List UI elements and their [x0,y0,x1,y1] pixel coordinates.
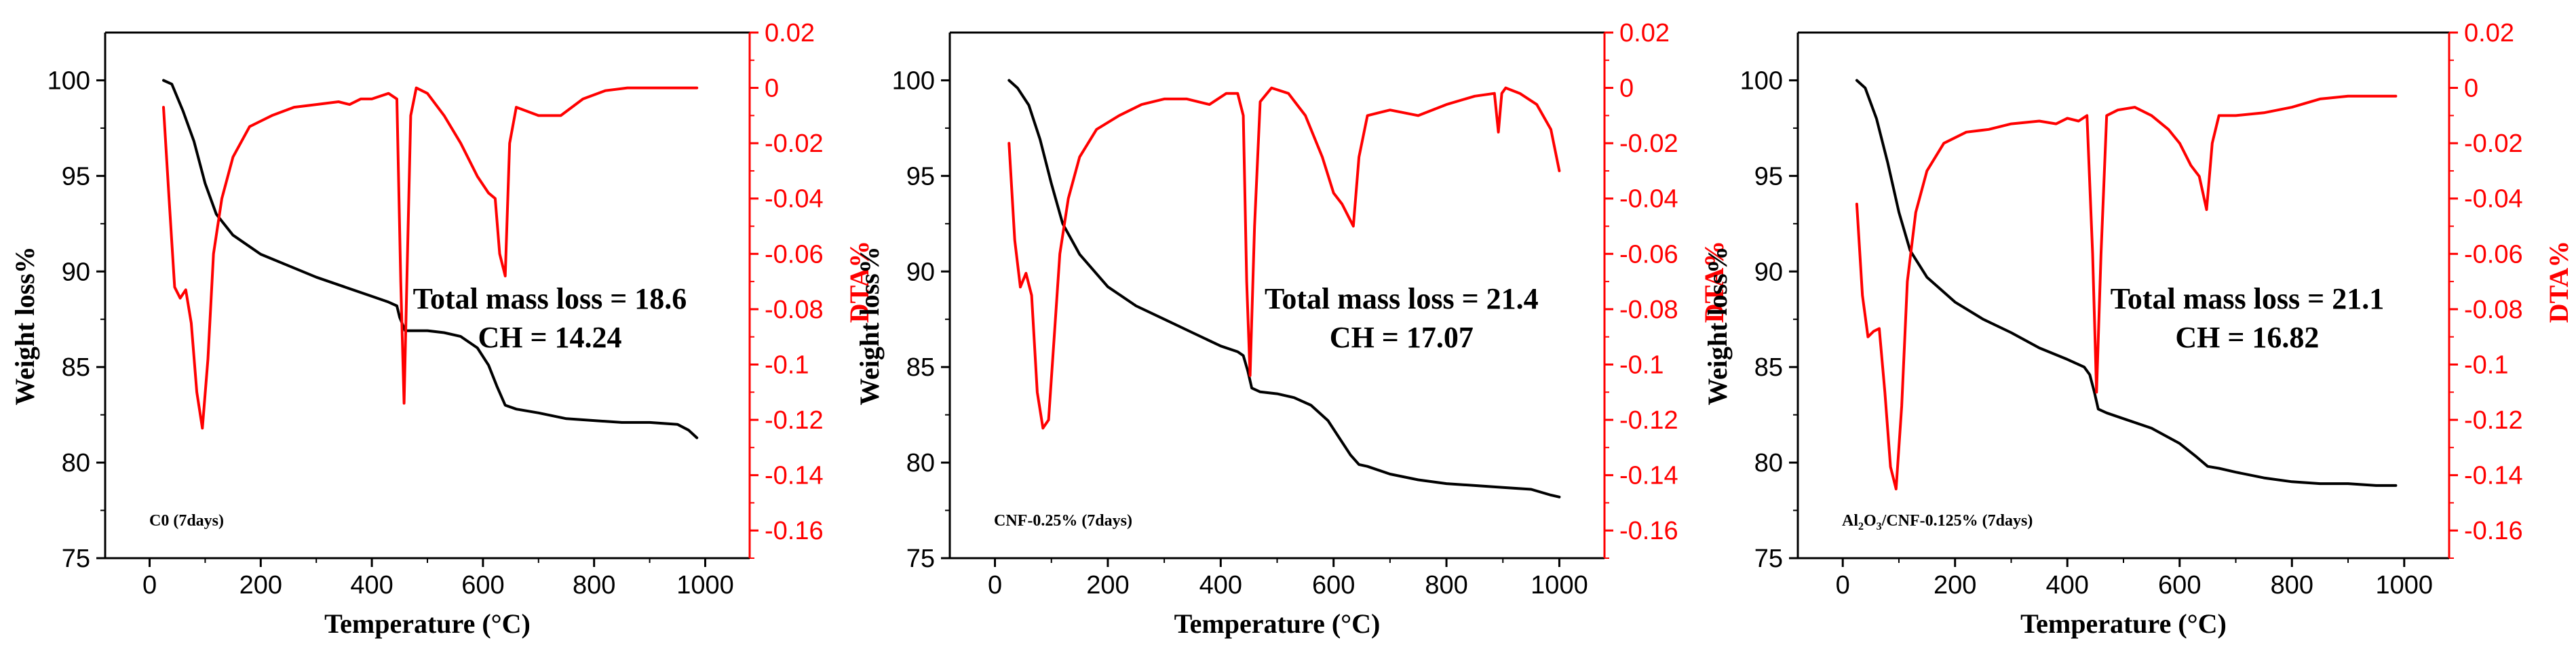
y-left-tick-label: 75 [1754,545,1783,573]
y-right-tick-label: -0.1 [2464,351,2508,379]
x-tick-label: 200 [239,571,282,600]
y-right-tick-label: 0 [2464,75,2478,103]
y-right-tick-label: -0.16 [1619,517,1678,545]
y-left-tick-label: 80 [906,449,935,477]
y-left-tick-label: 100 [47,66,90,95]
dta-series-line [162,86,699,430]
annotation-total-mass-loss: Total mass loss = 21.1 [2111,282,2385,315]
x-tick-label: 0 [142,571,157,600]
y-right-tick-label: 0 [765,75,779,103]
y-left-tick-label: 75 [906,545,935,573]
y-right-axis-title: DTA% [2543,241,2574,323]
y-right-tick-label: -0.12 [765,406,824,435]
y-right-tick-label: 0 [1619,75,1634,103]
annotation-ch: CH = 14.24 [478,321,621,354]
y-right-tick-label: 0.02 [1619,19,1670,47]
x-tick-label: 1000 [2376,571,2434,600]
y-right-tick-label: -0.02 [765,130,824,158]
x-tick-label: 800 [2271,571,2313,600]
sample-label: Al2O3/CNF-0.125% (7days) [1842,512,2033,532]
weight-loss-series-line [162,79,699,439]
y-left-tick-label: 85 [906,353,935,382]
y-right-tick-label: -0.14 [1619,462,1678,490]
y-right-tick-label: -0.14 [765,462,824,490]
y-right-tick-label: -0.16 [765,517,824,545]
y-right-tick-label: -0.1 [1619,351,1664,379]
x-tick-label: 200 [1086,571,1129,600]
x-tick-label: 1000 [1531,571,1588,600]
x-tick-label: 600 [2158,571,2201,600]
y-left-tick-label: 95 [62,162,90,191]
y-left-tick-label: 85 [62,353,90,382]
y-right-tick-label: -0.04 [765,185,824,214]
chart-panel-2: 0 200 400 600 800 1000 75 80 85 90 95 100 0.02 0 -0.02… [854,19,1729,639]
x-tick-label: 800 [1425,571,1467,600]
y-right-tick-label: -0.14 [2464,462,2523,490]
y-right-axis-title: DTA% [844,241,874,323]
y-right-tick-label: -0.06 [765,240,824,269]
y-left-tick-label: 80 [1754,449,1783,477]
y-left-tick-label: 95 [1754,162,1783,191]
y-right-tick-label: -0.12 [2464,406,2523,435]
annotation-ch: CH = 16.82 [2175,321,2319,354]
y-left-axis-title: Weight loss% [9,246,40,405]
y-right-tick-label: 0.02 [2464,19,2514,47]
x-tick-label: 600 [461,571,504,600]
y-left-tick-label: 90 [906,258,935,286]
y-right-axis-title: DTA% [1699,241,1729,323]
y-right-tick-label: -0.02 [1619,130,1678,158]
y-right-tick-label: -0.08 [2464,296,2523,324]
x-axis-title: Temperature (°C) [2020,608,2227,639]
weight-loss-series-line [1007,79,1561,498]
x-axis-title: Temperature (°C) [1174,608,1381,639]
x-axis-title: Temperature (°C) [324,608,531,639]
y-left-tick-label: 90 [62,258,90,286]
y-right-tick-label: -0.16 [2464,517,2523,545]
annotation-total-mass-loss: Total mass loss = 21.4 [1265,282,1539,315]
y-left-tick-label: 85 [1754,353,1783,382]
x-tick-label: 400 [350,571,393,600]
y-left-tick-label: 80 [62,449,90,477]
x-tick-label: 0 [988,571,1002,600]
x-tick-label: 800 [573,571,615,600]
x-tick-label: 0 [1836,571,1850,600]
annotation-ch: CH = 17.07 [1330,321,1474,354]
chart-panel-1: 0 200 400 600 800 1000 75 80 85 90 95 100 0.02 0 -0.02… [9,19,874,639]
y-left-tick-label: 75 [62,545,90,573]
y-right-tick-label: -0.02 [2464,130,2523,158]
x-tick-label: 600 [1312,571,1355,600]
y-right-tick-label: -0.08 [1619,296,1678,324]
x-tick-label: 400 [2046,571,2089,600]
sample-label: CNF-0.25% (7days) [994,512,1132,530]
weight-loss-series-line [1855,79,2398,487]
y-left-tick-label: 90 [1754,258,1783,286]
x-tick-label: 1000 [676,571,734,600]
dta-series-line [1855,94,2398,490]
y-right-tick-label: -0.1 [765,351,809,379]
y-left-axis-title: Weight loss% [1702,246,1733,405]
x-tick-label: 200 [1934,571,1976,600]
y-right-tick-label: -0.08 [765,296,824,324]
y-right-tick-label: 0.02 [765,19,815,47]
y-right-tick-label: -0.06 [2464,240,2523,269]
y-left-tick-label: 100 [892,66,935,95]
annotation-total-mass-loss: Total mass loss = 18.6 [413,282,687,315]
y-right-tick-label: -0.12 [1619,406,1678,435]
chart-panel-3: 0 200 400 600 800 1000 75 80 85 90 95 100 0.02 0 -0.02… [1702,19,2574,639]
y-left-tick-label: 95 [906,162,935,191]
dta-series-line [1007,86,1561,430]
y-left-tick-label: 100 [1740,66,1783,95]
x-tick-label: 400 [1199,571,1242,600]
y-right-tick-label: -0.04 [2464,185,2523,214]
y-right-tick-label: -0.06 [1619,240,1678,269]
y-right-tick-label: -0.04 [1619,185,1678,214]
y-left-axis-title: Weight loss% [854,246,885,405]
sample-label: C0 (7days) [149,512,224,530]
